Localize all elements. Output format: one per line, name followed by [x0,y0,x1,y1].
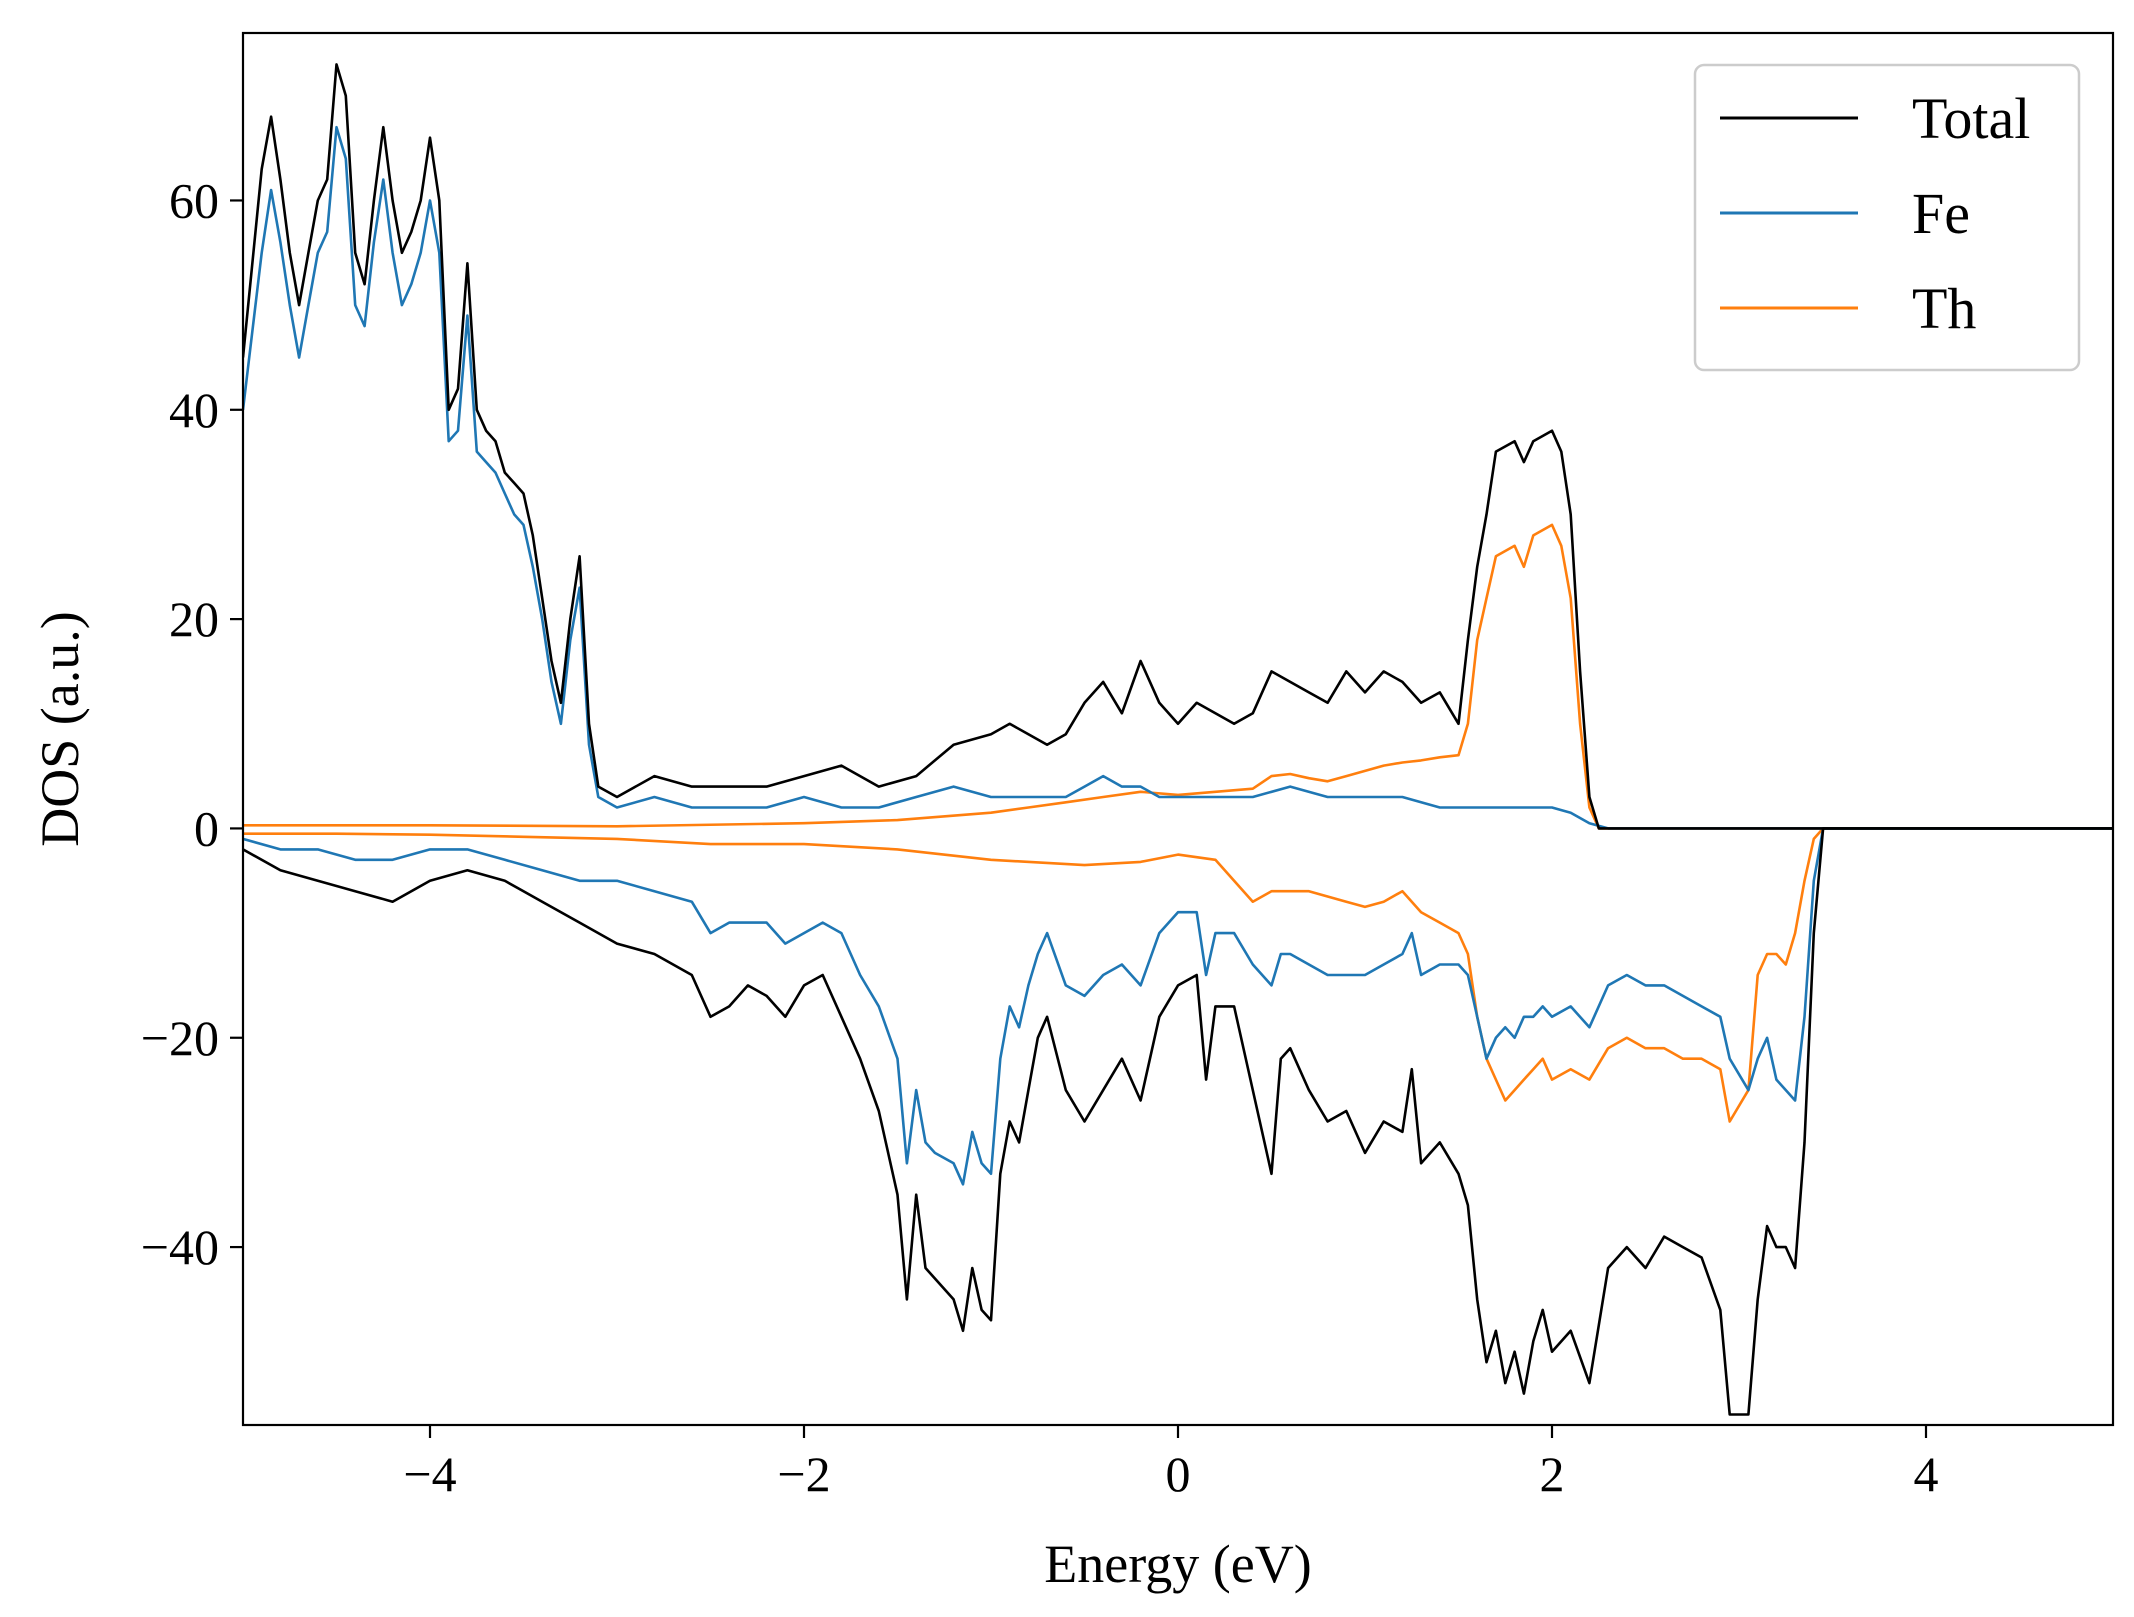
x-tick-label: 4 [1914,1446,1939,1502]
series-total-down-line [243,827,2113,1416]
y-tick-label: 40 [169,382,219,438]
y-tick-label: 60 [169,172,219,228]
series-total-up-line [243,63,2113,830]
x-tick-label: −2 [777,1446,830,1502]
y-tick-label: −40 [141,1219,219,1275]
y-tick-label: 0 [194,800,219,856]
series-layer [243,63,2113,1416]
legend: Total Fe Th [1693,63,2081,372]
legend-label-th: Th [1912,276,1976,341]
series-fe-up-line [243,125,2113,830]
y-tick-label: −20 [141,1010,219,1066]
y-axis-title: DOS (a.u.) [30,611,90,846]
legend-box [1693,63,2081,372]
x-tick-label: 0 [1166,1446,1191,1502]
series-fe-down-line [243,827,2113,1186]
series-th-up-line [243,523,2113,830]
x-axis-title: Energy (eV) [1044,1534,1311,1594]
legend-label-fe: Fe [1912,181,1970,246]
x-tick-label: 2 [1540,1446,1565,1502]
legend-label-total: Total [1912,86,2030,151]
y-axis: −40 −20 0 20 40 60 [141,172,243,1275]
x-tick-label: −4 [403,1446,456,1502]
x-axis: −4 −2 0 2 4 [403,1425,1939,1502]
y-tick-label: 20 [169,591,219,647]
